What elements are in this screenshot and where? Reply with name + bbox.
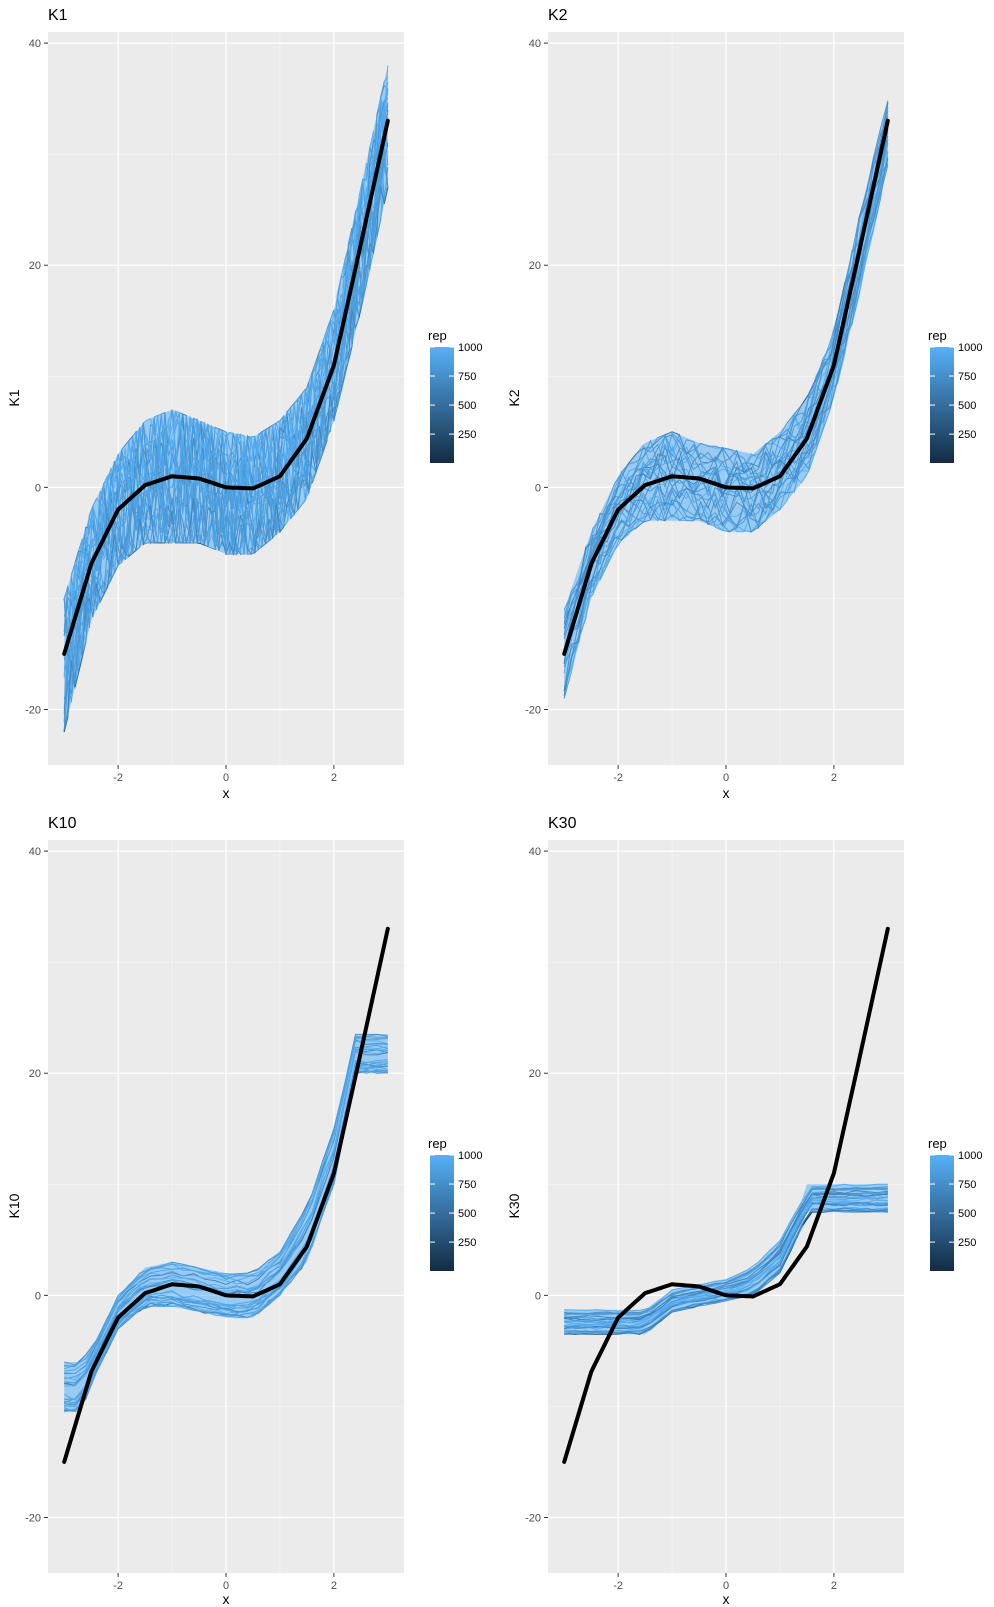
y-tick-label: 20 — [529, 260, 541, 272]
legend-ticks: 1000 750 500 250 — [930, 1150, 982, 1249]
y-tick-label: 0 — [535, 1290, 541, 1302]
y-tick-label: -20 — [25, 704, 41, 716]
y-tick-label: -20 — [525, 704, 541, 716]
legend-ticks: 1000 750 500 250 — [930, 342, 982, 441]
legend-label: 750 — [458, 1179, 476, 1191]
y-tick-label: 40 — [529, 38, 541, 50]
facet-title: K30 — [548, 815, 577, 832]
x-axis-title: x — [223, 785, 230, 801]
y-tick-label: 40 — [29, 846, 41, 858]
y-tick-label: 40 — [529, 846, 541, 858]
x-tick-label: 2 — [831, 772, 837, 784]
legend-label: 1000 — [958, 1150, 982, 1162]
rep-legend: rep 1000 750 500 250 — [428, 328, 482, 463]
x-axis-title: x — [723, 1591, 730, 1607]
legend-label: 750 — [458, 371, 476, 383]
y-axis-title: K30 — [506, 1193, 522, 1218]
legend-label: 250 — [958, 429, 976, 441]
y-axis-ticks: -20 0 20 40 — [525, 38, 548, 716]
x-tick-label: 0 — [223, 1580, 229, 1592]
major-y-gridlines — [548, 42, 904, 711]
true-function-curve — [562, 926, 890, 1464]
y-tick-label: 40 — [29, 38, 41, 50]
y-axis-title: K10 — [6, 1193, 22, 1218]
y-tick-label: 0 — [35, 482, 41, 494]
true-curve-line — [562, 926, 890, 1464]
rep-legend: rep 1000 750 500 250 — [928, 1136, 982, 1271]
legend-title: rep — [928, 328, 947, 343]
x-tick-label: 2 — [331, 1580, 337, 1592]
y-axis-ticks: -20 0 20 40 — [25, 846, 48, 1524]
true-curve-line — [562, 118, 890, 656]
true-curve-line — [62, 926, 390, 1464]
x-axis-ticks: -2 0 2 — [113, 765, 337, 784]
x-tick-label: -2 — [113, 1580, 123, 1592]
major-x-gridlines — [117, 840, 335, 1573]
y-tick-label: 20 — [29, 260, 41, 272]
legend-label: 500 — [958, 1208, 976, 1220]
legend-label: 250 — [958, 1237, 976, 1249]
y-axis-title: K2 — [506, 389, 522, 406]
true-function-curve — [62, 926, 390, 1464]
legend-label: 1000 — [458, 1150, 482, 1162]
x-tick-label: 2 — [831, 1580, 837, 1592]
true-curve-line — [62, 118, 390, 656]
x-tick-label: -2 — [613, 772, 623, 784]
y-tick-label: -20 — [525, 1512, 541, 1524]
legend-label: 750 — [958, 1179, 976, 1191]
facet-title: K1 — [48, 7, 68, 24]
y-tick-label: -20 — [25, 1512, 41, 1524]
legend-ticks: 1000 750 500 250 — [430, 342, 482, 441]
replicate-envelope — [564, 1184, 888, 1335]
facet-title: K2 — [548, 7, 568, 24]
legend-ticks: 1000 750 500 250 — [430, 1150, 482, 1249]
y-axis-ticks: -20 0 20 40 — [525, 846, 548, 1524]
legend-label: 750 — [958, 371, 976, 383]
x-axis-title: x — [223, 1591, 230, 1607]
y-axis-title: K1 — [6, 389, 22, 406]
legend-label: 1000 — [458, 342, 482, 354]
y-tick-label: 0 — [35, 1290, 41, 1302]
facet-title: K10 — [48, 815, 77, 832]
x-axis-ticks: -2 0 2 — [613, 765, 837, 784]
legend-label: 1000 — [958, 342, 982, 354]
legend-label: 500 — [458, 1208, 476, 1220]
legend-title: rep — [428, 328, 447, 343]
rep-legend: rep 1000 750 500 250 — [428, 1136, 482, 1271]
legend-label: 500 — [458, 400, 476, 412]
x-tick-label: -2 — [613, 1580, 623, 1592]
y-tick-label: 20 — [29, 1068, 41, 1080]
legend-label: 250 — [458, 429, 476, 441]
x-axis-title: x — [723, 785, 730, 801]
true-function-curve — [562, 118, 890, 656]
x-tick-label: 0 — [223, 772, 229, 784]
x-axis-ticks: -2 0 2 — [613, 1573, 837, 1592]
y-tick-label: 0 — [535, 482, 541, 494]
x-axis-ticks: -2 0 2 — [113, 1573, 337, 1592]
y-tick-label: 20 — [529, 1068, 541, 1080]
legend-label: 250 — [458, 1237, 476, 1249]
x-tick-label: 2 — [331, 772, 337, 784]
true-function-curve — [62, 118, 390, 656]
y-axis-ticks: -20 0 20 40 — [25, 38, 48, 716]
legend-label: 500 — [958, 400, 976, 412]
x-tick-label: 0 — [723, 1580, 729, 1592]
legend-title: rep — [928, 1136, 947, 1151]
x-tick-label: 0 — [723, 772, 729, 784]
rep-legend: rep 1000 750 500 250 — [928, 328, 982, 463]
legend-title: rep — [428, 1136, 447, 1151]
x-tick-label: -2 — [113, 772, 123, 784]
